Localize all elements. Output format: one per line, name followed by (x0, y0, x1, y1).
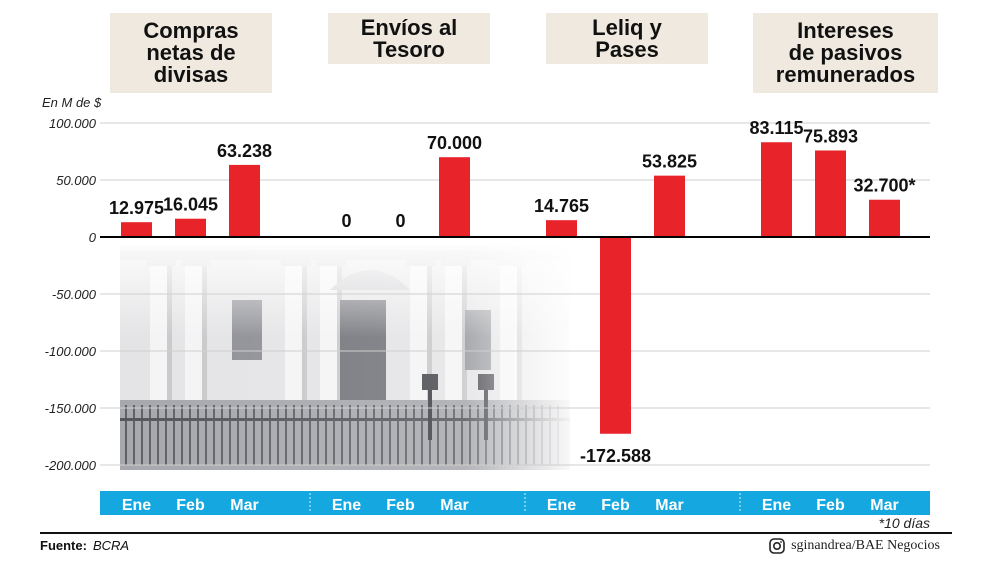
data-label: 0 (341, 211, 351, 231)
bar (761, 142, 792, 237)
data-label: 16.045 (163, 195, 218, 215)
panel-title: Compras netas de divisas (110, 13, 272, 93)
category-label: Mar (870, 497, 898, 514)
y-tick-label: -100.000 (45, 344, 97, 359)
data-label: 83.115 (749, 118, 803, 138)
data-label: 14.765 (534, 196, 589, 216)
instagram-icon (769, 538, 785, 554)
y-tick-label: 50.000 (56, 173, 97, 188)
bar (654, 175, 685, 237)
bar (439, 157, 470, 237)
bar (815, 150, 846, 237)
credit: sginandrea/BAE Negocios (769, 538, 940, 554)
category-label: Mar (440, 497, 468, 514)
data-label: -172.588 (580, 446, 651, 466)
y-tick-label: -50.000 (52, 287, 97, 302)
data-label: 32.700* (853, 176, 915, 196)
source-value: BCRA (92, 538, 130, 553)
category-label: Feb (816, 497, 845, 514)
category-label: Ene (122, 497, 151, 514)
footnote: *10 días (878, 515, 930, 531)
y-tick-label: 0 (89, 230, 97, 245)
data-label: 63.238 (217, 141, 272, 161)
data-label: 12.975 (109, 198, 164, 218)
category-axis-band (100, 491, 930, 515)
source: Fuente: BCRA (40, 538, 129, 553)
footer-rule (40, 532, 952, 534)
category-label: Mar (230, 497, 258, 514)
panel-title: Leliq y Pases (546, 13, 708, 64)
category-label: Mar (655, 497, 683, 514)
category-label: Feb (601, 497, 630, 514)
panel-title: Intereses de pasivos remunerados (753, 13, 938, 93)
category-label: Feb (176, 497, 205, 514)
y-tick-label: -150.000 (45, 401, 97, 416)
unit-label: En M de $ (42, 95, 102, 110)
data-label: 0 (395, 211, 405, 231)
credit-text: sginandrea/BAE Negocios (791, 538, 940, 553)
category-label: Ene (762, 497, 791, 514)
bar (600, 237, 631, 434)
data-label: 70.000 (427, 133, 482, 153)
data-label: 75.893 (803, 126, 858, 146)
bar (121, 222, 152, 237)
y-tick-label: 100.000 (49, 116, 97, 131)
bar (546, 220, 577, 237)
panel-2: 0 0 70.000 (341, 133, 482, 237)
bar (869, 199, 900, 237)
y-tick-label: -200.000 (45, 458, 97, 473)
source-label: Fuente: (40, 538, 87, 553)
building-photo (120, 245, 580, 475)
category-label: Ene (332, 497, 361, 514)
panel-4: 83.115 75.893 32.700* (749, 118, 916, 237)
category-label: Ene (547, 497, 576, 514)
panel-3: 14.765 -172.588 53.825 (534, 152, 697, 466)
bar (229, 164, 260, 237)
panel-title: Envíos al Tesoro (328, 13, 490, 64)
category-label: Feb (386, 497, 415, 514)
bar (175, 218, 206, 237)
data-label: 53.825 (642, 152, 697, 172)
